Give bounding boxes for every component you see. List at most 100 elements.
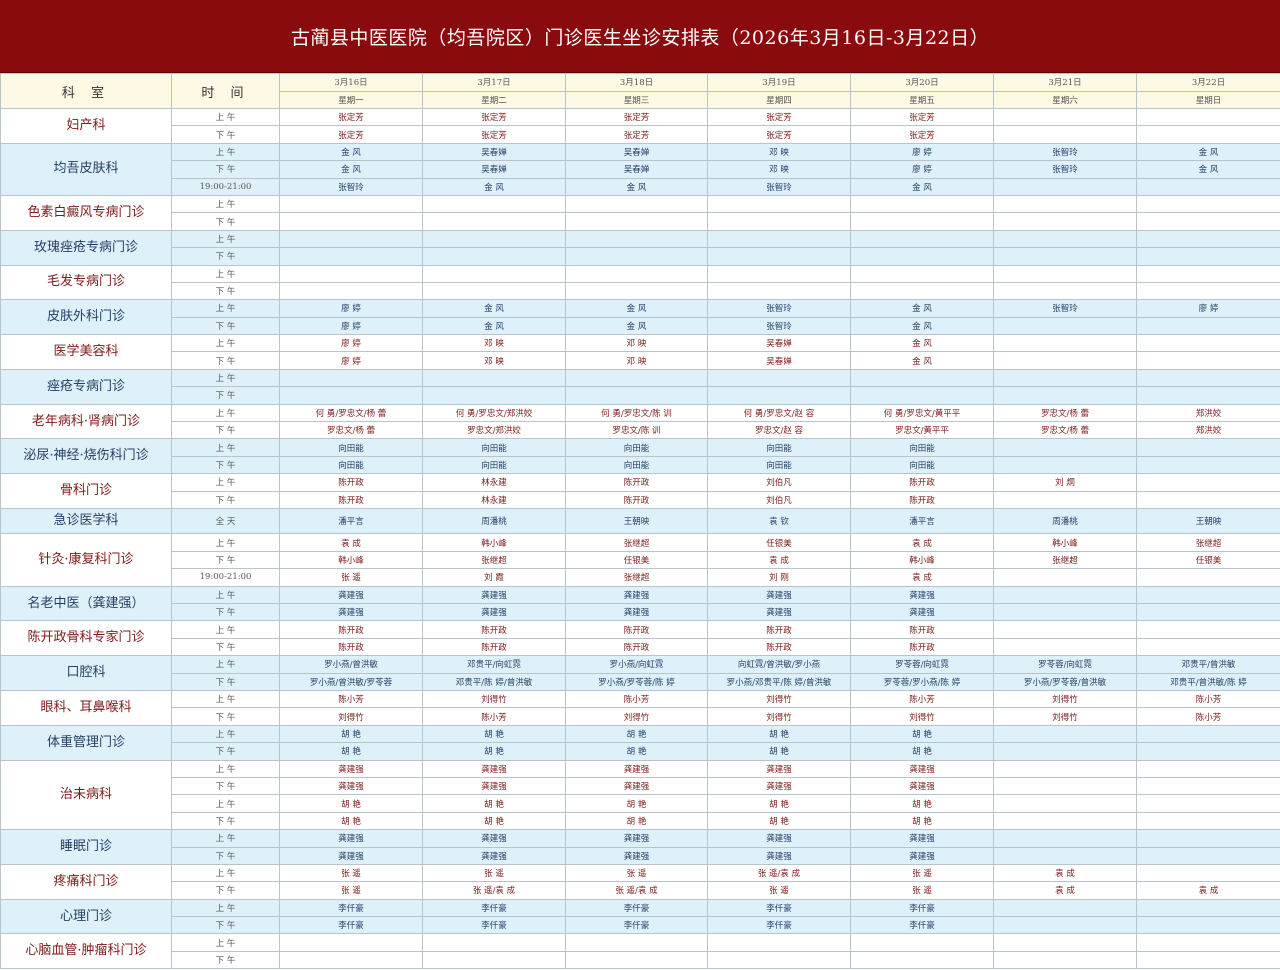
doctor-cell (707, 933, 851, 952)
doctor-cell (1136, 438, 1280, 457)
table-row: 老年病科·肾病门诊上 午何 勇/罗忠文/杨 蕾何 勇/罗忠文/郑洪姣何 勇/罗忠… (0, 403, 1280, 440)
doctor-cell: 陈开政 (707, 637, 851, 657)
time-slot: 上 午 (171, 264, 280, 283)
time-slot: 下 午 (171, 742, 280, 761)
doctor-cell: 金 风 (565, 316, 708, 336)
doctor-cell (565, 212, 708, 231)
doctor-cell: 邓 映 (707, 142, 851, 162)
doctor-cell (993, 264, 1137, 283)
doctor-cell (993, 933, 1137, 952)
header-weekday: 星期六 (993, 90, 1137, 109)
doctor-cell: 胡 艳 (850, 811, 994, 831)
doctor-cell: 张智玲 (707, 177, 851, 196)
time-slot: 下 午 (171, 707, 280, 726)
table-row: 医学美容科上 午廖 婷邓 映邓 映吴春婵金 风 (0, 334, 1280, 370)
table-row: 19:00-21:00 张智玲金 风金 风张智玲金 风 (1, 177, 1280, 196)
header-time: 时 间 (171, 73, 280, 109)
doctor-cell: 金 风 (279, 160, 423, 179)
time-slot: 上 午 (171, 689, 280, 709)
doctor-cell (1136, 811, 1280, 831)
table-row: 下 午陈开政 陈开政 陈开政 陈开政 陈开政 (1, 637, 1280, 657)
doctor-cell: 何 勇/罗忠文/郑洪姣 (422, 403, 566, 423)
doctor-cell: 向田能 (565, 438, 708, 457)
doctor-cell: 罗苓蓉/向虹霓 (850, 655, 994, 674)
doctor-cell (707, 212, 851, 231)
doctor-cell: 袁 成 (707, 550, 851, 570)
doctor-cell: 向田能 (707, 438, 851, 457)
doctor-cell: 李仟豪 (279, 898, 423, 918)
doctor-cell: 胡 艳 (279, 742, 423, 761)
doctor-cell: 胡 艳 (422, 742, 566, 761)
doctor-cell (279, 386, 423, 405)
doctor-cell (565, 933, 708, 952)
doctor-cell (1136, 194, 1280, 214)
department-name: 色素白癜风专病门诊 (0, 194, 172, 231)
table-row: 疼痛科门诊上 午张 遥张 遥张 遥张 遥/袁 成张 遥袁 成 (0, 863, 1280, 900)
doctor-cell: 向田能 (422, 438, 566, 457)
table-row: 下 午李仟豪 李仟豪 李仟豪 李仟豪 李仟豪 (1, 916, 1280, 935)
doctor-cell: 李仟豪 (565, 916, 708, 935)
doctor-cell (993, 316, 1137, 336)
doctor-cell: 陈开政 (565, 490, 708, 509)
doctor-cell: 胡 艳 (422, 724, 566, 744)
time-slot: 上 午 (171, 829, 280, 848)
doctor-cell: 林永建 (422, 490, 566, 509)
doctor-cell (707, 247, 851, 266)
doctor-cell (993, 490, 1137, 509)
doctor-cell (850, 933, 994, 952)
doctor-cell: 邓 映 (422, 351, 566, 370)
doctor-cell: 刘得竹 (993, 707, 1137, 726)
doctor-cell: 龚建强 (422, 829, 566, 848)
doctor-cell: 张定芳 (279, 125, 423, 144)
doctor-cell: 陈开政 (422, 620, 566, 639)
doctor-cell (1136, 386, 1280, 405)
doctor-cell (850, 950, 994, 970)
doctor-cell: 罗忠文/陈 训 (565, 421, 708, 440)
doctor-cell: 罗忠文/郑洪姣 (422, 421, 566, 440)
doctor-cell (707, 264, 851, 283)
doctor-cell (279, 212, 423, 231)
doctor-cell: 刘得竹 (422, 689, 566, 709)
doctor-cell: 龚建强 (565, 759, 708, 778)
doctor-cell: 何 勇/罗忠文/陈 训 (565, 403, 708, 423)
doctor-cell: 罗小燕/曾洪敏 (279, 655, 423, 674)
doctor-cell (565, 247, 708, 266)
doctor-cell: 邓贵平/陈 婷/曾洪敏 (422, 672, 566, 692)
header-dates-row: 科 室时 间 3月16日 3月17日 3月18日 3月19日 3月20日 3月21日 3月22… (0, 73, 1280, 109)
doctor-cell: 袁 成 (850, 533, 994, 552)
header-date: 3月17日 (422, 73, 566, 92)
table-row: 下 午 (1, 247, 1280, 266)
table-row: 下 午 (1, 386, 1280, 405)
doctor-cell: 陈开政 (422, 637, 566, 657)
doctor-cell: 刘得竹 (707, 689, 851, 709)
doctor-cell: 张定芳 (850, 125, 994, 144)
table-row: 皮肤外科门诊上 午廖 婷金 风金 风张智玲金 风张智玲廖 婷 (0, 299, 1280, 336)
doctor-cell (1136, 107, 1280, 127)
doctor-cell: 张继超 (565, 533, 708, 552)
time-slot: 上 午 (171, 229, 280, 249)
doctor-cell: 张定芳 (279, 107, 423, 127)
doctor-cell: 陈开政 (850, 473, 994, 492)
table-row: 心脑血管·肿瘤科门诊上 午 (0, 933, 1280, 970)
doctor-cell (993, 637, 1137, 657)
doctor-cell: 陈开政 (565, 637, 708, 657)
doctor-cell (707, 386, 851, 405)
time-slot: 19:00-21:00 (171, 568, 280, 587)
doctor-cell: 龚建强 (707, 759, 851, 778)
department-name: 毛发专病门诊 (0, 264, 172, 301)
time-slot: 上 午 (171, 403, 280, 423)
doctor-cell: 韩小峰 (993, 533, 1137, 552)
doctor-cell (1136, 776, 1280, 796)
header-weekday: 星期二 (422, 90, 566, 109)
doctor-cell: 金 风 (850, 316, 994, 336)
doctor-cell: 罗小燕/向虹霓 (565, 655, 708, 674)
time-slot: 上 午 (171, 368, 280, 388)
table-row: 针灸·康复科门诊上 午袁 成韩小峰 张继超 任银美袁 成韩小峰 张继超 (0, 533, 1280, 587)
doctor-cell: 何 勇/罗忠文/杨 蕾 (279, 403, 423, 423)
doctor-cell: 龚建强 (422, 759, 566, 778)
doctor-cell: 陈开政 (565, 620, 708, 639)
table-row: 妇产科上 午张定芳 张定芳 张定芳 张定芳 张定芳 (0, 107, 1280, 144)
doctor-cell (993, 742, 1137, 761)
doctor-cell: 廖 婷 (1136, 299, 1280, 318)
table-row: 下 午胡 艳胡 艳胡 艳胡 艳胡 艳 (1, 742, 1280, 761)
